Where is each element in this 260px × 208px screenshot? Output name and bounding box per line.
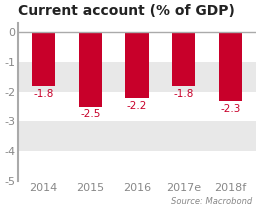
Bar xyxy=(172,32,195,86)
Bar xyxy=(18,92,256,121)
Bar xyxy=(18,62,256,92)
Bar xyxy=(125,32,149,98)
Text: Source: Macrobond: Source: Macrobond xyxy=(171,197,252,206)
Text: -1.8: -1.8 xyxy=(34,89,54,99)
Bar xyxy=(32,32,55,86)
Bar xyxy=(18,151,256,181)
Bar xyxy=(79,32,102,106)
Bar xyxy=(219,32,242,101)
Bar xyxy=(18,121,256,151)
Text: -2.2: -2.2 xyxy=(127,101,147,111)
Text: -1.8: -1.8 xyxy=(173,89,194,99)
Text: Current account (% of GDP): Current account (% of GDP) xyxy=(18,4,235,18)
Text: -2.3: -2.3 xyxy=(220,104,240,114)
Bar xyxy=(18,32,256,62)
Text: -2.5: -2.5 xyxy=(80,109,101,119)
